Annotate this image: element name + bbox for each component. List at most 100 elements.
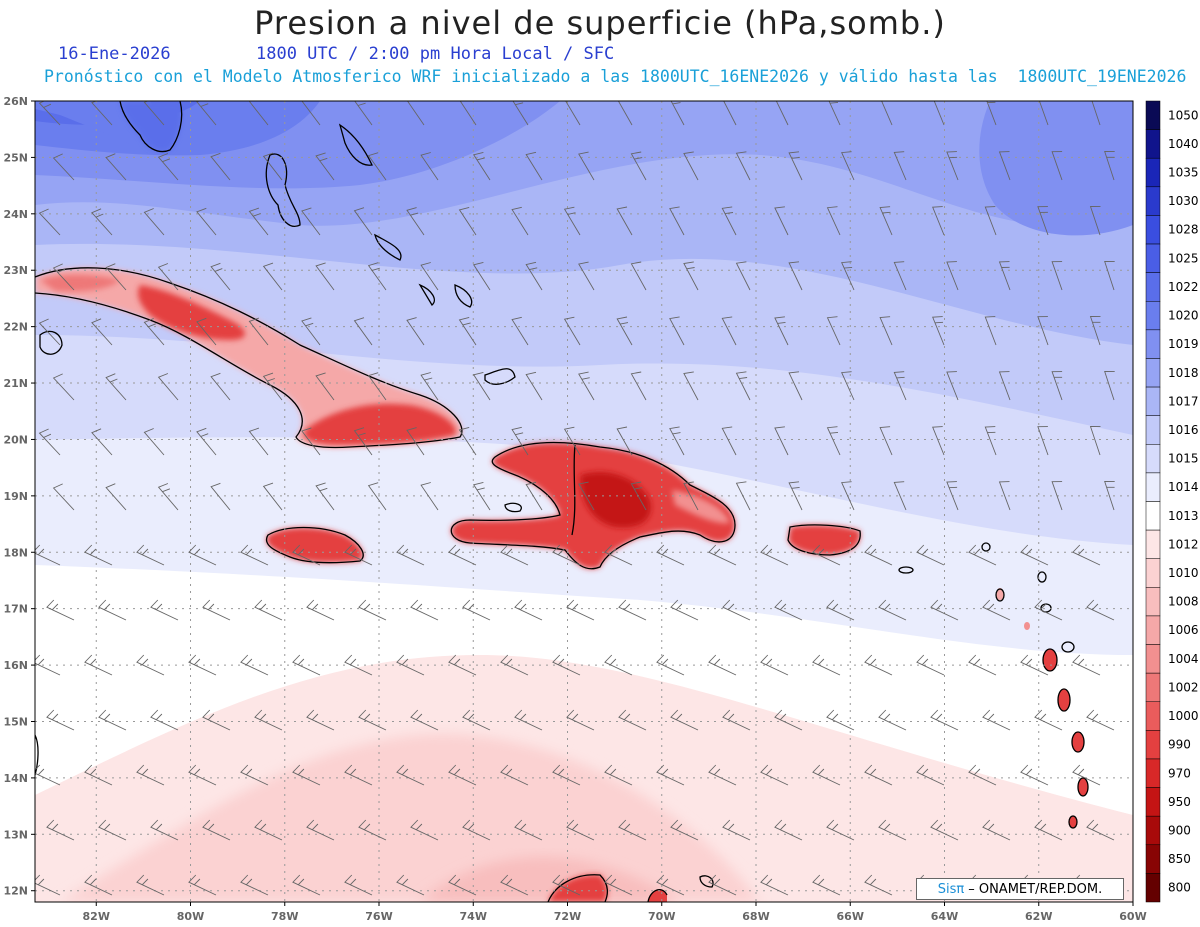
wind-barb bbox=[881, 101, 893, 126]
colorbar-swatch bbox=[1145, 615, 1161, 645]
wind-barb bbox=[1037, 206, 1049, 236]
wind-barb bbox=[864, 874, 893, 896]
wind-barb bbox=[353, 427, 373, 456]
wind-barb bbox=[136, 764, 165, 786]
wind-barb bbox=[552, 874, 581, 896]
colorbar-label: 1013 bbox=[1168, 509, 1199, 523]
wind-barb bbox=[968, 764, 997, 786]
wind-barb bbox=[157, 483, 179, 511]
wind-barb bbox=[630, 151, 647, 181]
wind-barb bbox=[670, 599, 699, 621]
wind-barb bbox=[1051, 371, 1063, 401]
colorbar: 1050 1040 1035 1030 1028 1025 1022 1020 1019 1018… bbox=[1145, 100, 1199, 903]
wind-barb bbox=[617, 101, 633, 126]
wind-barb bbox=[406, 207, 425, 236]
wind-barb bbox=[721, 206, 737, 236]
wind-barb bbox=[916, 654, 945, 676]
lat-tick-label: 16N bbox=[3, 659, 28, 672]
wind-barb bbox=[254, 819, 283, 841]
wind-barb bbox=[618, 819, 647, 841]
wind-barb bbox=[1072, 764, 1101, 786]
wind-barb bbox=[448, 764, 477, 786]
wind-barb bbox=[669, 426, 685, 456]
lon-tick-label: 70W bbox=[648, 910, 675, 923]
wind-barb bbox=[1104, 371, 1115, 401]
wind-barb bbox=[578, 481, 595, 511]
wind-barb bbox=[630, 371, 647, 401]
colorbar-swatch bbox=[1145, 873, 1161, 903]
wind-barb bbox=[52, 373, 75, 401]
wind-barb bbox=[52, 153, 75, 181]
wind-barb bbox=[210, 372, 231, 401]
lat-tick-label: 20N bbox=[3, 433, 28, 446]
wind-barb bbox=[708, 544, 737, 566]
wind-barb bbox=[358, 599, 387, 621]
wind-barb bbox=[406, 101, 425, 126]
wind-barb bbox=[292, 654, 321, 676]
wind-barb bbox=[248, 207, 269, 236]
wind-barb bbox=[210, 482, 231, 511]
wind-barb bbox=[1086, 599, 1115, 621]
wind-barb bbox=[669, 316, 685, 346]
wind-barb bbox=[788, 371, 803, 401]
wind-barb bbox=[396, 764, 425, 786]
wind-barb bbox=[604, 764, 633, 786]
wind-barb bbox=[930, 599, 959, 621]
wind-barb bbox=[1038, 101, 1049, 126]
wind-barb bbox=[683, 481, 699, 511]
wind-barb bbox=[315, 372, 335, 401]
wind-barb bbox=[420, 482, 439, 511]
wind-barb bbox=[826, 709, 855, 731]
wind-barb bbox=[826, 599, 855, 621]
wind-barb bbox=[240, 654, 269, 676]
wind-barb bbox=[136, 874, 165, 896]
wind-barb bbox=[604, 874, 633, 896]
wind-barb bbox=[826, 316, 841, 346]
wind-barb bbox=[723, 101, 737, 126]
wind-barb bbox=[143, 101, 165, 126]
wind-barb bbox=[105, 373, 127, 401]
wind-barb bbox=[210, 152, 231, 181]
lon-tick-label: 66W bbox=[837, 910, 864, 923]
wind-barb bbox=[91, 428, 113, 456]
colorbar-label: 1028 bbox=[1168, 223, 1199, 237]
colorbar-swatch bbox=[1145, 301, 1161, 331]
wind-barb bbox=[774, 316, 789, 346]
wind-barb bbox=[683, 151, 699, 181]
colorbar-swatch bbox=[1145, 558, 1161, 588]
wind-barb bbox=[410, 599, 439, 621]
colorbar-swatch bbox=[1145, 329, 1161, 359]
wind-barb bbox=[722, 709, 751, 731]
wind-barb bbox=[262, 482, 283, 511]
colorbar-label: 990 bbox=[1168, 738, 1191, 752]
wind-barb bbox=[254, 599, 283, 621]
wind-barb bbox=[35, 544, 61, 566]
colorbar-swatch bbox=[1145, 501, 1161, 531]
wind-barb bbox=[367, 482, 387, 511]
lon-tick-label: 76W bbox=[365, 910, 392, 923]
wind-barb bbox=[91, 208, 113, 236]
wind-barb bbox=[292, 874, 321, 896]
wind-barb bbox=[38, 318, 61, 346]
colorbar-swatch bbox=[1145, 444, 1161, 474]
wind-barb bbox=[1072, 544, 1101, 566]
wind-barb bbox=[35, 874, 61, 896]
map-title: Presion a nivel de superficie (hPa,somb.… bbox=[254, 4, 946, 42]
wind-barb bbox=[406, 317, 425, 346]
wind-barb bbox=[458, 316, 477, 346]
wind-barb bbox=[932, 316, 945, 346]
colorbar-swatch bbox=[1145, 787, 1161, 817]
wind-barb bbox=[202, 709, 231, 731]
latitude-labels: 26N 25N 24N 23N 22N 21N 20N 19N 18N 17N 16N 15N 14N 1… bbox=[3, 95, 35, 898]
wind-barb bbox=[458, 426, 477, 456]
colorbar-label: 1008 bbox=[1168, 595, 1199, 609]
wind-barb bbox=[511, 316, 529, 346]
wind-barb bbox=[616, 206, 633, 236]
wind-barb bbox=[500, 764, 529, 786]
wind-barb bbox=[670, 709, 699, 731]
wind-barb bbox=[828, 101, 841, 126]
wind-barb bbox=[462, 709, 491, 731]
wind-barb bbox=[760, 544, 789, 566]
wind-barb bbox=[448, 544, 477, 566]
wind-barb bbox=[157, 153, 179, 181]
